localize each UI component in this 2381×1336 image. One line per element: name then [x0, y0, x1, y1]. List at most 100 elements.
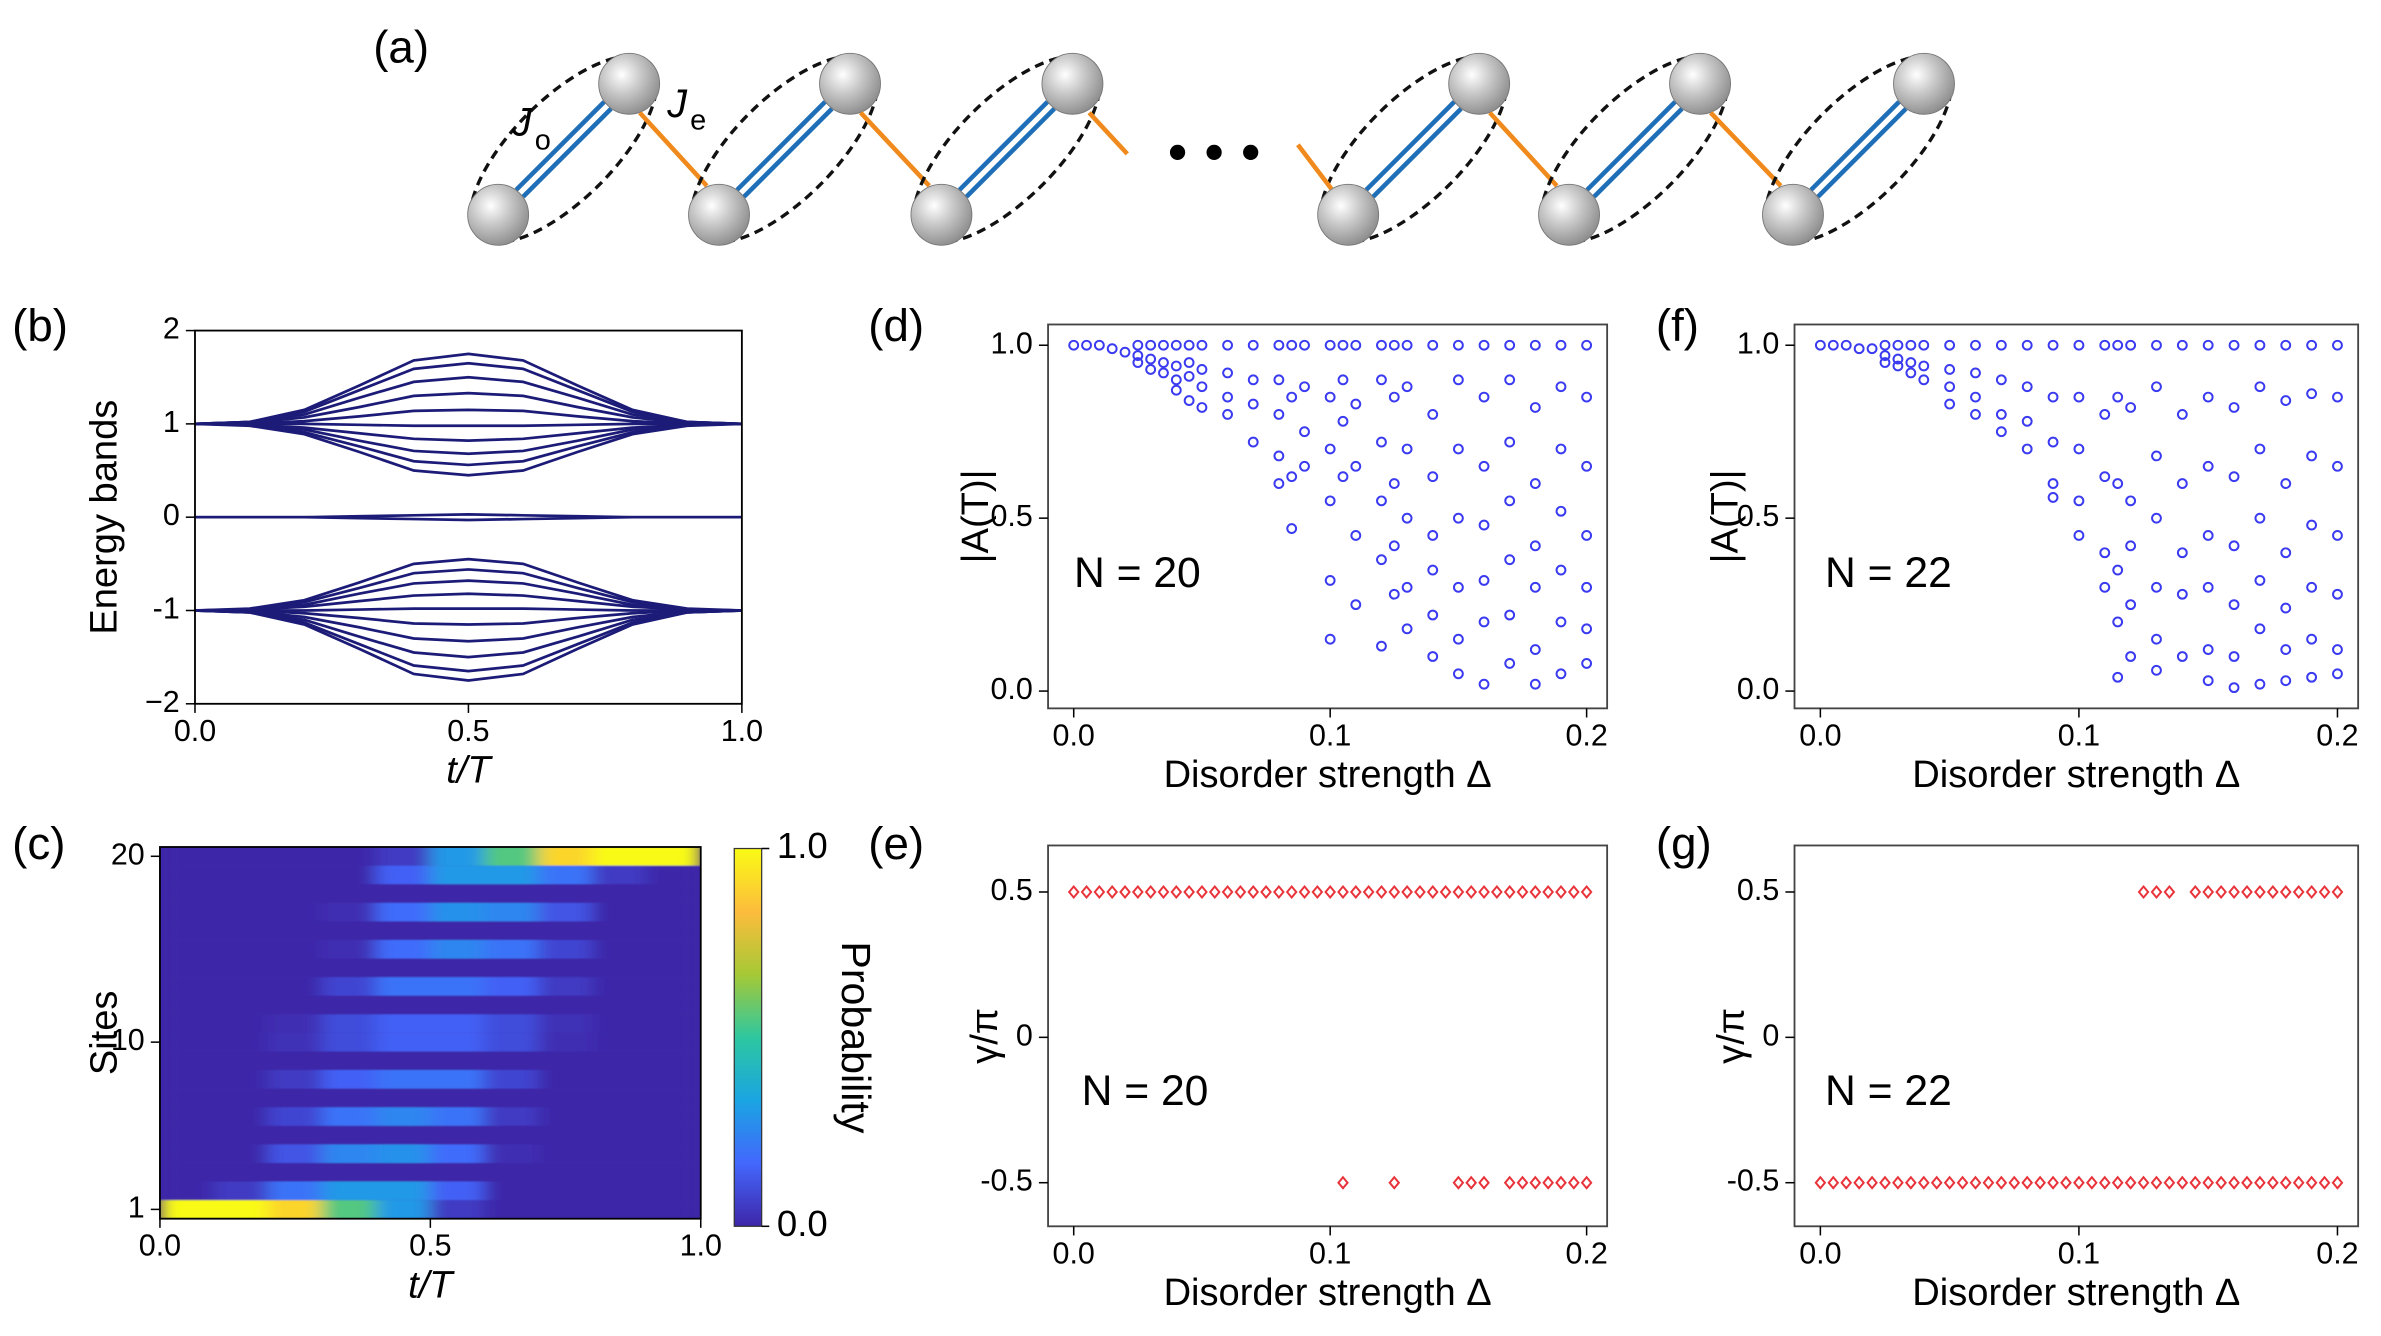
point — [1427, 564, 1439, 576]
annotation: N = 22 — [1825, 549, 1952, 597]
x-tick-label: 1.0 — [721, 714, 763, 748]
heatmap-cell — [321, 1107, 377, 1126]
point — [1119, 346, 1131, 358]
band-line — [194, 609, 742, 626]
heatmap-cell — [267, 1014, 323, 1033]
point — [1504, 609, 1516, 621]
point — [1892, 353, 1904, 365]
point — [1879, 339, 1891, 351]
point — [2112, 671, 2124, 683]
intra-bond — [742, 107, 834, 199]
heatmap-cell — [159, 884, 215, 903]
heatmap-cell — [646, 958, 701, 978]
x-tick-label: 0.1 — [2058, 1236, 2100, 1270]
heatmap-cell — [267, 1162, 323, 1182]
point — [1196, 364, 1208, 375]
x-axis-label: Disorder strength Δ — [1912, 1272, 2240, 1314]
point — [1969, 1175, 1982, 1190]
x-tick-label: 0.0 — [1799, 1236, 1841, 1270]
heatmap-cell — [159, 1051, 215, 1071]
point — [1555, 381, 1567, 393]
heatmap-cell — [429, 977, 485, 996]
heatmap-cell — [213, 1200, 269, 1219]
colorbar-tick-label: 0.0 — [777, 1203, 828, 1244]
point — [1581, 339, 1593, 351]
heatmap-cell — [538, 1125, 594, 1145]
point — [1375, 884, 1388, 900]
heatmap-cell — [592, 1107, 648, 1126]
site — [1893, 52, 1955, 115]
heatmap-cell — [159, 1162, 215, 1182]
point — [1555, 505, 1567, 517]
band-line — [194, 391, 742, 426]
point — [1879, 350, 1891, 362]
heatmap-cell — [159, 1125, 215, 1145]
heatmap-cell — [646, 1144, 701, 1163]
point — [1555, 1175, 1567, 1190]
point — [2215, 884, 2227, 900]
point — [1905, 1175, 1917, 1190]
heatmap-cell — [429, 846, 485, 866]
heatmap-cell — [538, 884, 594, 903]
colorbar-tick-label: 1.0 — [777, 825, 828, 866]
heatmap-cell — [213, 1088, 269, 1108]
point — [1542, 884, 1555, 900]
point — [1944, 381, 1956, 393]
point — [2125, 495, 2137, 507]
heatmap-cell — [321, 1070, 377, 1089]
point — [1581, 658, 1593, 669]
point — [1286, 471, 1298, 483]
heatmap-cell — [483, 1088, 539, 1108]
point — [2228, 402, 2240, 413]
point — [2202, 581, 2214, 593]
site — [1448, 52, 1511, 115]
heatmap-cell — [213, 865, 269, 885]
point — [1427, 609, 1439, 621]
heatmap-cell — [375, 865, 431, 885]
heatmap-cell — [538, 939, 594, 959]
point — [1452, 339, 1464, 351]
point — [2163, 884, 2176, 900]
point — [1995, 426, 2007, 438]
point — [2331, 1175, 2344, 1190]
x-tick-label: 0.5 — [447, 714, 489, 748]
point — [1401, 581, 1413, 593]
heatmap-cell — [429, 1107, 485, 1126]
heatmap-cell — [646, 995, 701, 1015]
point — [2112, 391, 2124, 403]
heatmap-cell — [267, 939, 323, 959]
point — [1324, 443, 1336, 455]
intra-bond — [521, 107, 613, 199]
heatmap-cell — [592, 865, 648, 885]
point — [1555, 564, 1567, 576]
point — [1350, 398, 1362, 410]
band-line — [194, 609, 742, 643]
point — [2280, 547, 2292, 559]
point — [1337, 884, 1349, 900]
heatmap-cell — [159, 1181, 215, 1201]
heatmap-cell — [538, 1051, 594, 1071]
heatmap-cell — [429, 939, 485, 959]
point — [1905, 357, 1917, 368]
point — [1581, 391, 1593, 403]
band-line — [194, 515, 742, 522]
point — [1814, 1175, 1827, 1190]
point — [1427, 471, 1439, 483]
point — [2202, 530, 2214, 541]
heatmap-cell — [483, 977, 539, 996]
heatmap-cell — [321, 921, 377, 940]
inter-bond — [1709, 111, 1783, 188]
heatmap-cell — [375, 1162, 431, 1182]
panel: 0.0 0.1 0.2 0.5 0 -0.5 (e) γ/π Disorder strength… — [868, 818, 1609, 1314]
heatmap-cell — [483, 1014, 539, 1033]
point — [1324, 391, 1336, 403]
point — [2280, 395, 2292, 406]
y-tick-label: 0.5 — [1737, 873, 1779, 907]
point — [1234, 884, 1247, 900]
panel: 0.0 0.1 0.2 0.0 0.5 1.0 (f) |A(T)| Disorder stre… — [1656, 300, 2360, 796]
point — [1427, 339, 1439, 351]
point — [2176, 588, 2188, 600]
y-tick-label: -0.5 — [1727, 1164, 1779, 1198]
heatmap-cell — [483, 939, 539, 959]
point — [1299, 381, 1310, 393]
